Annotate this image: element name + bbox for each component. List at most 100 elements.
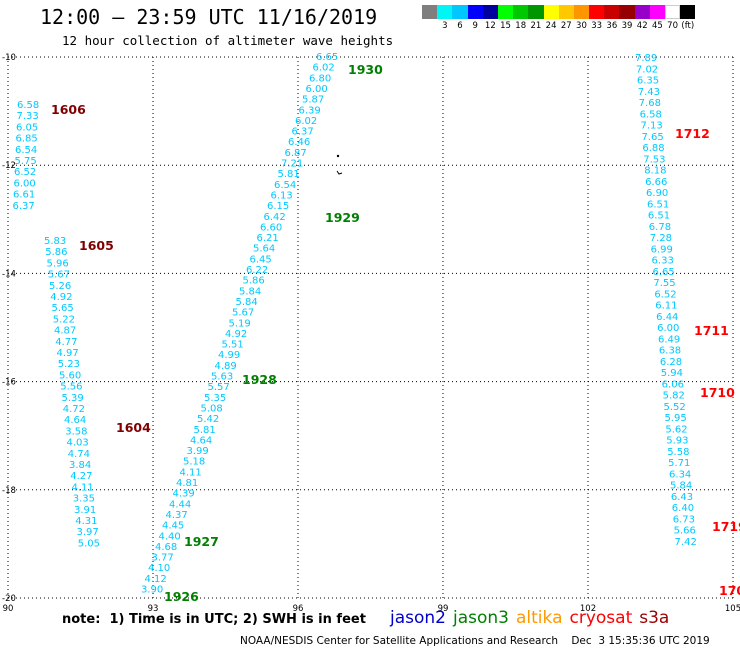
lon-tick-label: 93 bbox=[148, 604, 159, 614]
wave-height-value: 7.89 bbox=[635, 53, 657, 64]
satellite-jason3: jason3 bbox=[453, 608, 509, 628]
wave-height-value: 6.22 bbox=[246, 265, 268, 276]
wave-height-value: 5.05 bbox=[78, 538, 100, 549]
wave-height-value: 5.95 bbox=[664, 413, 686, 424]
wave-height-value: 4.77 bbox=[55, 337, 77, 348]
pass-time-label: 1930 bbox=[348, 62, 383, 77]
wave-height-value: 4.89 bbox=[215, 361, 237, 372]
wave-height-value: 6.46 bbox=[288, 137, 310, 148]
wave-height-value: 5.82 bbox=[663, 391, 685, 402]
wave-height-value: 6.88 bbox=[642, 143, 664, 154]
legend-swatch: 15 bbox=[497, 5, 514, 31]
legend-label: 45 bbox=[651, 21, 663, 31]
wave-height-value: 5.66 bbox=[674, 526, 696, 537]
wave-height-value: 5.67 bbox=[48, 270, 70, 281]
land-marker bbox=[336, 154, 343, 175]
axis-ticks: 90 93 96 99 102 105 -10 -12 -14 -16 -18 -20 bbox=[2, 53, 740, 614]
wave-height-value: 5.96 bbox=[47, 258, 69, 269]
legend-swatch: 24 bbox=[543, 5, 559, 31]
wave-height-value: 6.21 bbox=[257, 233, 279, 244]
wave-height-value: 6.28 bbox=[660, 357, 682, 368]
legend-swatch: 27 bbox=[558, 5, 574, 31]
wave-height-value: 6.02 bbox=[313, 63, 335, 74]
wave-height-value: 6.49 bbox=[658, 334, 680, 345]
wave-height-value: 6.65 bbox=[316, 52, 338, 63]
wave-height-value: 5.84 bbox=[236, 297, 258, 308]
wave-height-value: 6.58 bbox=[640, 109, 662, 120]
wave-height-value: 7.02 bbox=[636, 64, 658, 75]
wave-height-value: 7.65 bbox=[641, 132, 663, 143]
track-a: 6.587.336.056.856.545.756.526.006.616.37 bbox=[13, 100, 40, 212]
pass-time-label: 1929 bbox=[325, 210, 360, 225]
wave-height-value: 6.87 bbox=[285, 148, 307, 159]
wave-height-value: 7.21 bbox=[281, 159, 303, 170]
wave-height-value: 6.65 bbox=[652, 267, 674, 278]
pass-time-label: 1711 bbox=[694, 323, 729, 338]
wave-height-value: 4.31 bbox=[75, 516, 97, 527]
wave-height-value: 3.84 bbox=[69, 460, 91, 471]
wave-height-value: 3.58 bbox=[65, 426, 87, 437]
lat-tick-label: -16 bbox=[2, 378, 16, 388]
wave-height-value: 3.77 bbox=[152, 553, 174, 564]
legend-swatch: 45 bbox=[649, 5, 665, 31]
wave-height-value: 5.81 bbox=[194, 425, 216, 436]
wave-height-value: 5.62 bbox=[665, 424, 687, 435]
wave-height-value: 5.56 bbox=[60, 382, 82, 393]
wave-height-value: 4.12 bbox=[145, 574, 167, 585]
lat-tick-label: -18 bbox=[2, 486, 16, 496]
pass-time-label: 1710 bbox=[700, 385, 735, 400]
wave-height-value: 7.13 bbox=[641, 121, 663, 132]
wave-height-value: 7.68 bbox=[639, 98, 661, 109]
wave-height-value: 4.68 bbox=[155, 542, 177, 553]
wave-height-value: 4.11 bbox=[72, 482, 94, 493]
legend-swatch: 12 bbox=[482, 5, 498, 31]
legend-label: 39 bbox=[621, 21, 633, 31]
color-legend: 3 6 9 12 15 18 21 24 27 30 33 36 39 42 45 70 (ft) bbox=[422, 5, 696, 31]
wave-height-value: 7.43 bbox=[638, 87, 660, 98]
legend-label: 24 bbox=[545, 21, 557, 31]
wave-height-value: 7.42 bbox=[675, 537, 697, 548]
wave-height-value: 6.05 bbox=[16, 122, 38, 133]
legend-swatch: 21 bbox=[528, 5, 544, 31]
legend-label: 18 bbox=[515, 21, 527, 31]
wave-height-value: 6.60 bbox=[260, 222, 282, 233]
legend-swatch: (ft) bbox=[680, 5, 696, 31]
wave-height-value: 4.87 bbox=[54, 326, 76, 337]
wave-height-value: 6.51 bbox=[647, 199, 669, 210]
wave-height-value: 6.02 bbox=[295, 116, 317, 127]
wave-height-value: 5.51 bbox=[222, 340, 244, 351]
wave-height-value: 6.66 bbox=[645, 177, 667, 188]
wave-height-value: 6.37 bbox=[292, 127, 314, 138]
wave-height-value: 5.86 bbox=[45, 247, 67, 258]
wave-height-value: 5.42 bbox=[197, 414, 219, 425]
track-b: 5.835.865.965.675.264.925.655.224.874.77… bbox=[44, 236, 100, 549]
legend-swatch bbox=[422, 5, 438, 31]
wave-height-value: 6.52 bbox=[654, 289, 676, 300]
wave-height-value: 3.35 bbox=[73, 494, 95, 505]
wave-height-value: 4.81 bbox=[176, 478, 198, 489]
pass-time-label: 1927 bbox=[184, 534, 219, 549]
wave-height-value: 5.93 bbox=[666, 436, 688, 447]
credit-line: NOAA/NESDIS Center for Satellite Applica… bbox=[240, 635, 710, 647]
wave-height-value: 5.81 bbox=[278, 169, 300, 180]
legend-label: 21 bbox=[530, 21, 542, 31]
wave-height-value: 5.23 bbox=[58, 359, 80, 370]
lon-tick-label: 99 bbox=[438, 604, 449, 614]
wave-height-value: 6.35 bbox=[637, 76, 659, 87]
wave-height-value: 6.54 bbox=[15, 145, 37, 156]
wave-height-value: 4.97 bbox=[57, 348, 79, 359]
wave-height-value: 6.00 bbox=[14, 178, 36, 189]
track-c: 6.656.026.806.005.876.396.026.376.466.87… bbox=[141, 52, 338, 596]
legend-swatch: 70 bbox=[665, 5, 681, 31]
pass-time-label: 1712 bbox=[675, 126, 710, 141]
wave-height-value: 5.39 bbox=[62, 393, 84, 404]
wave-height-value: 6.61 bbox=[13, 190, 35, 201]
legend-swatch: 18 bbox=[513, 5, 529, 31]
legend-label: 36 bbox=[606, 21, 618, 31]
wave-height-value: 6.00 bbox=[306, 84, 328, 95]
wave-height-value: 6.38 bbox=[659, 346, 681, 357]
legend-label: 42 bbox=[636, 21, 648, 31]
wave-height-value: 6.00 bbox=[657, 323, 679, 334]
units-note: note: 1) Time is in UTC; 2) SWH is in fe… bbox=[62, 612, 366, 627]
